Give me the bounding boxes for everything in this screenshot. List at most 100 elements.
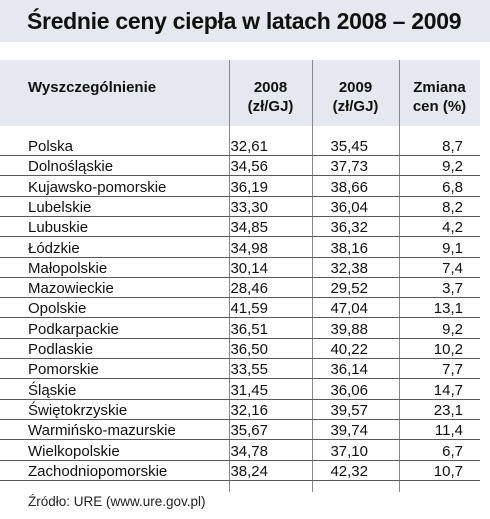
table-row: Śląskie 31,45 36,06 14,7 [0, 381, 480, 400]
table-row: Lubuskie 34,85 36,32 4,2 [0, 218, 480, 238]
header-2009-year: 2009 [338, 79, 373, 96]
price-2008: 41,59 [230, 300, 268, 318]
price-2008: 28,46 [230, 280, 268, 298]
header-change-unit: cen (%) [412, 98, 467, 115]
price-2009: 35,45 [330, 138, 368, 155]
price-2009: 37,10 [330, 442, 368, 460]
region-name: Lubuskie [28, 219, 89, 237]
region-name: Polska [28, 138, 74, 155]
table-row: Podkarpackie 36,51 39,88 9,2 [0, 320, 480, 339]
price-change: 8,7 [442, 138, 463, 155]
price-2009: 36,14 [330, 361, 368, 379]
column-divider-change [399, 60, 400, 492]
price-2008: 31,45 [230, 381, 268, 399]
title-bar [0, 0, 490, 42]
table-row: Dolnośląskie 34,56 37,73 9,2 [0, 157, 480, 177]
table-row: Polska 32,61 35,45 8,7 [0, 137, 480, 156]
price-change: 14,7 [433, 381, 463, 399]
table-header-background [0, 60, 480, 126]
table-body-background [0, 126, 480, 492]
price-2009: 32,38 [330, 259, 368, 277]
header-region: Wyszczególnienie [28, 79, 157, 96]
table-row: Świętokrzyskie 32,16 39,57 23,1 [0, 401, 480, 420]
price-2008: 35,67 [230, 422, 268, 440]
price-2008: 38,24 [230, 462, 268, 480]
region-name: Śląskie [28, 381, 77, 399]
price-2009: 36,04 [330, 198, 368, 216]
price-change: 10,2 [433, 341, 463, 358]
price-2009: 38,66 [330, 178, 368, 196]
price-change: 4,2 [442, 219, 463, 237]
region-name: Wielkopolskie [28, 442, 120, 460]
region-name: Kujawsko-pomorskie [28, 178, 167, 196]
region-name: Opolskie [28, 300, 87, 318]
header-2008-unit: (zł/GJ) [247, 98, 294, 115]
table-row: Małopolskie 30,14 32,38 7,4 [0, 259, 480, 278]
price-2009: 39,74 [330, 422, 368, 440]
price-2008: 36,51 [230, 320, 268, 338]
price-2009: 40,22 [330, 341, 368, 358]
region-name: Podlaskie [28, 341, 94, 358]
region-name: Lubelskie [28, 198, 92, 216]
header-change-label: Zmiana [413, 79, 466, 96]
region-name: Dolnośląskie [28, 158, 114, 176]
price-2008: 32,61 [230, 138, 268, 155]
table-row: Łódzkie 34,98 38,16 9,1 [0, 239, 480, 258]
price-2009: 37,73 [330, 158, 368, 176]
price-2008: 36,19 [230, 178, 268, 196]
page-title: Średnie ceny ciepła w latach 2008 – 2009 [27, 8, 462, 34]
price-2009: 39,88 [330, 320, 368, 338]
column-divider-2008 [229, 60, 230, 492]
region-name: Pomorskie [28, 361, 99, 379]
table-row: Warmińsko-mazurskie 35,67 39,74 11,4 [0, 421, 480, 441]
table-row: Mazowieckie 28,46 29,52 3,7 [0, 279, 480, 299]
price-change: 6,8 [442, 178, 463, 196]
price-2008: 33,55 [230, 361, 268, 379]
region-name: Zachodniopomorskie [28, 462, 168, 480]
price-change: 9,1 [442, 239, 463, 257]
header-2008-year: 2008 [253, 79, 288, 96]
table-row: Kujawsko-pomorskie 36,19 38,66 6,8 [0, 178, 480, 197]
header-2009-unit: (zł/GJ) [332, 98, 379, 115]
price-2008: 34,78 [230, 442, 268, 460]
price-2009: 42,32 [330, 462, 368, 480]
header-change: Zmiana cen (%) [399, 78, 480, 116]
table-row: Pomorskie 33,55 36,14 7,7 [0, 360, 480, 380]
price-2008: 32,16 [230, 401, 268, 419]
region-name: Świętokrzyskie [28, 401, 128, 419]
table-row: Opolskie 41,59 47,04 13,1 [0, 299, 480, 319]
column-divider-2009 [312, 60, 313, 492]
price-2008: 34,85 [230, 219, 268, 237]
price-change: 8,2 [442, 198, 463, 216]
price-change: 3,7 [442, 280, 463, 298]
price-2009: 29,52 [330, 280, 368, 298]
price-2008: 34,98 [230, 239, 268, 257]
header-2008: 2008 (zł/GJ) [229, 78, 312, 116]
price-2009: 36,32 [330, 219, 368, 237]
table-row: Zachodniopomorskie 38,24 42,32 10,7 [0, 462, 480, 481]
price-change: 6,7 [442, 442, 463, 460]
source-note: Źródło: URE (www.ure.gov.pl) [28, 494, 206, 509]
price-2008: 30,14 [230, 259, 268, 277]
price-2008: 36,50 [230, 341, 268, 358]
price-change: 13,1 [433, 300, 463, 318]
price-change: 9,2 [442, 158, 463, 176]
region-name: Małopolskie [28, 259, 108, 277]
price-2008: 34,56 [230, 158, 268, 176]
price-change: 10,7 [433, 462, 463, 480]
region-name: Podkarpackie [28, 320, 119, 338]
price-change: 23,1 [433, 401, 463, 419]
region-name: Mazowieckie [28, 280, 114, 298]
table-row: Wielkopolskie 34,78 37,10 6,7 [0, 442, 480, 461]
price-2009: 36,06 [330, 381, 368, 399]
price-2009: 38,16 [330, 239, 368, 257]
price-change: 7,4 [442, 259, 463, 277]
price-change: 7,7 [442, 361, 463, 379]
table-row: Lubelskie 33,30 36,04 8,2 [0, 198, 480, 217]
price-2009: 47,04 [330, 300, 368, 318]
header-2009: 2009 (zł/GJ) [312, 78, 399, 116]
region-name: Warmińsko-mazurskie [28, 422, 176, 440]
region-name: Łódzkie [28, 239, 80, 257]
price-change: 9,2 [442, 320, 463, 338]
price-change: 11,4 [434, 422, 463, 440]
